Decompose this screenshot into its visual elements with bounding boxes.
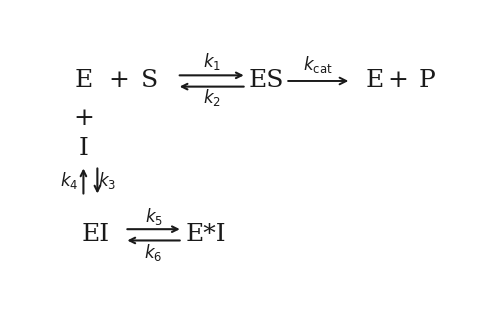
- Text: $k_1$: $k_1$: [202, 51, 220, 72]
- Text: E: E: [74, 70, 93, 93]
- Text: E: E: [366, 70, 384, 93]
- Text: +: +: [387, 70, 408, 93]
- Text: EI: EI: [82, 223, 110, 246]
- Text: $k_3$: $k_3$: [98, 170, 116, 191]
- Text: $k_4$: $k_4$: [60, 170, 78, 191]
- Text: E*I: E*I: [186, 223, 226, 246]
- Text: $k_2$: $k_2$: [202, 87, 220, 108]
- Text: S: S: [141, 70, 158, 93]
- Text: $k_6$: $k_6$: [144, 242, 162, 263]
- Text: I: I: [79, 138, 89, 161]
- Text: $k_{\mathrm{cat}}$: $k_{\mathrm{cat}}$: [304, 54, 333, 75]
- Text: P: P: [418, 70, 435, 93]
- Text: +: +: [74, 107, 94, 130]
- Text: $k_5$: $k_5$: [144, 206, 162, 227]
- Text: ES: ES: [248, 70, 284, 93]
- Text: +: +: [108, 70, 129, 93]
